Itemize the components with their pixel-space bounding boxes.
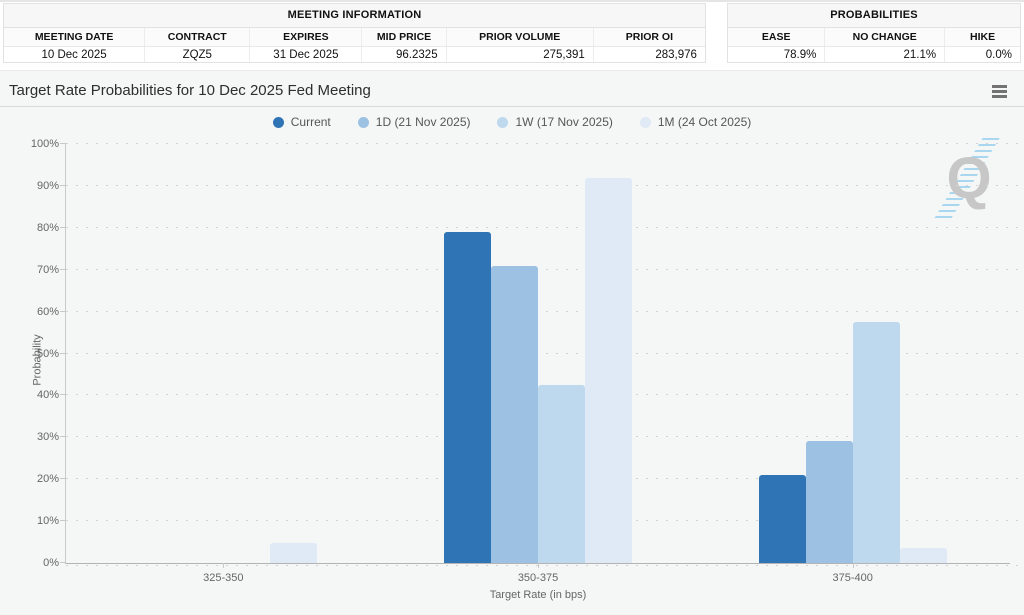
meeting-table-value-row: 10 Dec 2025 ZQZ5 31 Dec 2025 96.2325 275… [4, 47, 705, 62]
fed-meeting-chart: Target Rate Probabilities for 10 Dec 202… [0, 70, 1024, 615]
col-header-mid-price: MID PRICE [361, 28, 445, 46]
col-header-prior-volume: PRIOR VOLUME [445, 28, 593, 46]
y-tick-80 [60, 226, 66, 228]
y-axis-label-100: 100% [30, 138, 59, 150]
meeting-information-table: MEETING INFORMATION MEETING DATE CONTRAC… [3, 3, 706, 63]
legend-label: Current [290, 115, 331, 129]
y-axis-label-20: 20% [36, 473, 59, 486]
bar-1M (24 Oct 2025)-325-350[interactable] [270, 543, 318, 563]
probabilities-value-row: 78.9% 21.1% 0.0% [728, 47, 1020, 62]
bar-1D (21 Nov 2025)-350-375[interactable] [491, 265, 538, 563]
y-axis-label-60: 60% [36, 305, 59, 318]
title-divider [0, 106, 1024, 107]
value-contract: ZQZ5 [144, 47, 249, 62]
col-header-meeting-date: MEETING DATE [34, 31, 114, 43]
legend-label: 1W (17 Nov 2025) [515, 115, 613, 129]
x-axis-label-375-400: 375-400 [832, 572, 873, 584]
watermark-q-letter: Q [946, 146, 992, 211]
bar-1M (24 Oct 2025)-375-400[interactable] [899, 548, 947, 563]
bar-group-350-375 [444, 144, 632, 563]
y-gridline-90 [66, 184, 1022, 186]
bar-1D (21 Nov 2025)-375-400[interactable] [805, 441, 853, 563]
x-tick-350-375 [538, 563, 539, 568]
legend-marker-icon [357, 116, 369, 128]
y-axis-label-0: 0% [43, 557, 59, 569]
bar-1W (17 Nov 2025)-350-375[interactable] [538, 385, 585, 563]
col-header-hike: HIKE [944, 28, 1020, 46]
y-axis-title: Probability [31, 333, 44, 386]
x-axis-label-350-375: 350-375 [517, 572, 559, 584]
col-header-contract: CONTRACT [144, 28, 249, 46]
probabilities-header-row: EASE NO CHANGE HIKE [728, 28, 1020, 47]
hamburger-icon[interactable] [992, 83, 1009, 99]
y-tick-100 [60, 143, 66, 144]
y-axis-label-40: 40% [36, 389, 59, 402]
x-tick-325-350 [223, 563, 225, 568]
y-axis-label-90: 90% [36, 179, 59, 192]
y-gridline-80 [66, 226, 1022, 228]
legend-item-0[interactable]: Current [272, 115, 331, 129]
y-tick-30 [60, 436, 66, 438]
legend-item-3[interactable]: 1M (24 Oct 2025) [639, 115, 752, 129]
bar-Current-375-400[interactable] [758, 474, 806, 563]
col-header-ease: EASE [761, 31, 791, 43]
col-header-expires: EXPIRES [249, 28, 361, 46]
y-tick-70 [60, 268, 66, 270]
col-header-prior-oi: PRIOR OI [592, 28, 705, 46]
y-gridline-70 [66, 268, 1022, 270]
quikstrike-watermark: Q [932, 138, 1006, 220]
value-hike: 0.0% [944, 47, 1020, 62]
y-axis-label-10: 10% [36, 515, 59, 528]
y-gridline-60 [66, 310, 1022, 312]
legend-label: 1M (24 Oct 2025) [657, 115, 752, 129]
bar-1M (24 Oct 2025)-350-375[interactable] [585, 178, 632, 563]
plot-area: Probability Target Rate (in bps) Q 0% 10%… [31, 138, 1022, 601]
meeting-information-title: MEETING INFORMATION [4, 4, 705, 28]
y-axis-label-30: 30% [36, 431, 59, 444]
legend-item-2[interactable]: 1W (17 Nov 2025) [497, 115, 613, 129]
value-no-change: 21.1% [824, 47, 944, 62]
y-tick-50 [60, 352, 66, 354]
value-expires: 31 Dec 2025 [249, 47, 361, 62]
y-gridline-50 [66, 352, 1022, 354]
chart-title: Target Rate Probabilities for 10 Dec 202… [9, 82, 371, 99]
legend-label: 1D (21 Nov 2025) [375, 115, 471, 129]
bar-1W (17 Nov 2025)-375-400[interactable] [852, 321, 900, 563]
legend-marker-icon [272, 116, 284, 128]
y-tick-40 [60, 394, 66, 396]
value-prior-volume: 275,391 [445, 47, 593, 62]
x-axis-label-325-350: 325-350 [203, 572, 244, 584]
baseline-gridline [66, 565, 1022, 566]
legend-item-1[interactable]: 1D (21 Nov 2025) [357, 115, 471, 129]
bar-Current-350-375[interactable] [444, 232, 491, 563]
top-tables-row: MEETING INFORMATION MEETING DATE CONTRAC… [0, 2, 1024, 63]
bar-group-375-400 [758, 144, 947, 563]
y-gridline-100 [66, 143, 1022, 144]
y-tick-10 [60, 520, 66, 522]
col-header-no-change: NO CHANGE [824, 28, 944, 46]
y-axis-label-80: 80% [36, 221, 59, 234]
y-axis-label-50: 50% [36, 347, 59, 360]
meeting-table-header-row: MEETING DATE CONTRACT EXPIRES MID PRICE … [4, 28, 705, 47]
probabilities-table: PROBABILITIES EASE NO CHANGE HIKE 78.9% … [727, 3, 1021, 63]
y-tick-0 [60, 562, 66, 563]
legend-marker-icon [497, 116, 509, 128]
x-axis-title: Target Rate (in bps) [489, 589, 587, 601]
chart-legend: Current 1D (21 Nov 2025) 1W (17 Nov 2025) 1… [0, 115, 1024, 129]
y-tick-20 [60, 478, 66, 480]
value-prior-oi: 283,976 [592, 47, 705, 62]
y-tick-60 [60, 310, 66, 312]
value-mid-price: 96.2325 [361, 47, 445, 62]
x-tick-375-400 [852, 563, 854, 568]
y-tick-90 [60, 184, 66, 186]
value-meeting-date: 10 Dec 2025 [41, 48, 107, 61]
y-axis-label-70: 70% [36, 263, 59, 276]
value-ease: 78.9% [783, 48, 817, 61]
bar-group-325-350 [129, 144, 318, 563]
legend-marker-icon [639, 116, 651, 128]
probabilities-title: PROBABILITIES [728, 4, 1020, 28]
